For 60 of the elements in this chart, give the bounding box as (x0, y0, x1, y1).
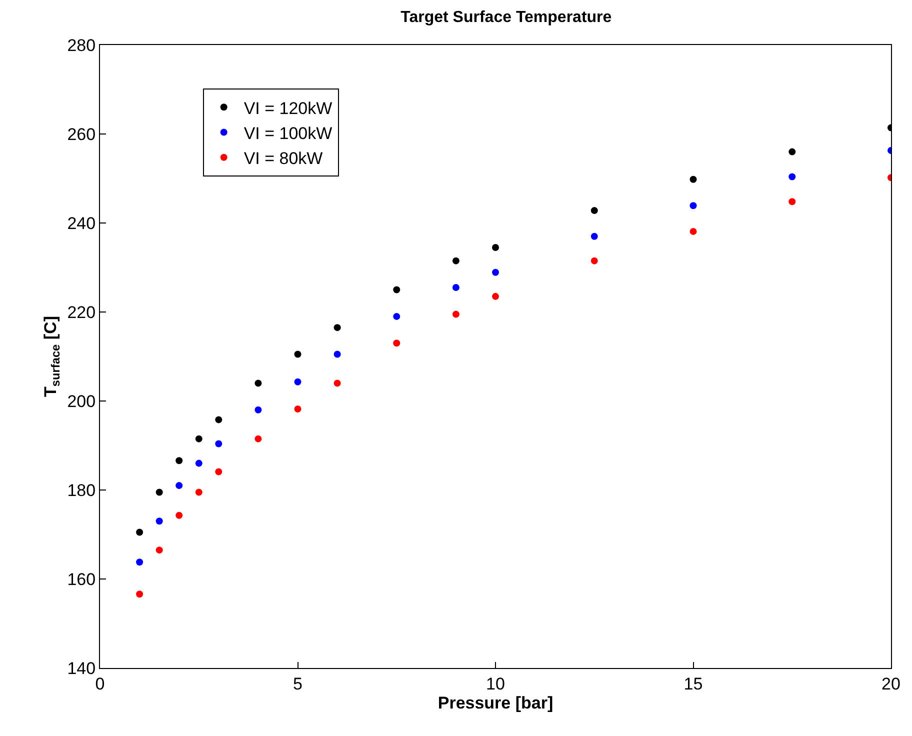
point (254, 435, 262, 442)
point (294, 350, 302, 358)
y-tick-label: 180 (67, 480, 96, 500)
y-tick-label: 240 (67, 214, 96, 233)
x-axis-title: Pressure [bar] (438, 693, 554, 712)
point (136, 590, 144, 598)
point (334, 350, 341, 358)
point (136, 558, 144, 566)
point (452, 310, 460, 318)
y-tick-label: 280 (67, 36, 96, 55)
point (176, 512, 183, 519)
point (788, 173, 796, 180)
y-tick-label: 200 (67, 392, 96, 411)
point (393, 340, 400, 347)
x-tick-label: 20 (882, 674, 900, 694)
point (195, 460, 202, 467)
point (690, 176, 697, 183)
point (195, 488, 202, 496)
point (254, 380, 262, 387)
point (590, 232, 598, 240)
x-tick-label: 15 (684, 674, 703, 694)
point (156, 546, 163, 554)
point (215, 440, 222, 448)
point (492, 268, 499, 276)
point (156, 488, 163, 496)
point (136, 528, 144, 536)
y-tick-label: 260 (67, 124, 96, 144)
y-tick-label: 140 (67, 658, 96, 678)
point (294, 406, 302, 413)
x-tick-label: 0 (95, 674, 105, 694)
point (254, 406, 262, 414)
point (452, 257, 460, 264)
point (788, 148, 796, 156)
point (788, 198, 796, 206)
point (690, 228, 697, 235)
legend-label: VI = 100kW (244, 124, 332, 143)
point (294, 378, 302, 386)
point (215, 416, 222, 424)
legend-label: VI = 80kW (244, 148, 323, 168)
legend-label: VI = 120kW (244, 98, 332, 118)
x-tick-label: 10 (486, 674, 505, 694)
point (393, 312, 400, 320)
point (334, 380, 341, 387)
point (176, 482, 183, 490)
point (492, 244, 499, 251)
point (156, 518, 163, 525)
point (334, 324, 341, 332)
point (452, 284, 460, 292)
point (590, 207, 598, 214)
chart-title: Target Surface Temperature (400, 9, 612, 26)
point (690, 202, 697, 210)
point (195, 435, 202, 442)
point (393, 286, 400, 294)
point (215, 468, 222, 476)
y-tick-label: 220 (67, 302, 96, 322)
point (176, 457, 183, 464)
x-tick-label: 5 (293, 674, 302, 694)
point (590, 257, 598, 264)
point (492, 292, 499, 300)
y-tick-label: 160 (67, 570, 96, 589)
